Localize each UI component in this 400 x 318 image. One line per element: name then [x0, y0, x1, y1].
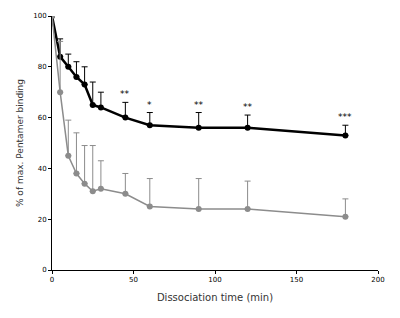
svg-text:80: 80 [38, 63, 47, 71]
svg-text:100: 100 [208, 276, 221, 284]
svg-text:*: * [147, 100, 152, 110]
svg-text:Dissociation time (min): Dissociation time (min) [157, 292, 273, 303]
svg-text:% of max. Pentamer binding: % of max. Pentamer binding [15, 79, 25, 207]
svg-text:**: ** [243, 102, 253, 112]
svg-text:**: ** [194, 100, 204, 110]
svg-text:150: 150 [290, 276, 303, 284]
svg-text:40: 40 [38, 165, 47, 173]
svg-text:60: 60 [38, 114, 47, 122]
svg-text:200: 200 [371, 276, 384, 284]
svg-text:20: 20 [38, 216, 47, 224]
svg-text:***: *** [338, 112, 352, 122]
svg-text:0: 0 [50, 276, 54, 284]
svg-text:50: 50 [129, 276, 138, 284]
svg-text:100: 100 [33, 12, 46, 20]
svg-text:**: ** [120, 89, 130, 99]
svg-text:0: 0 [42, 266, 46, 274]
